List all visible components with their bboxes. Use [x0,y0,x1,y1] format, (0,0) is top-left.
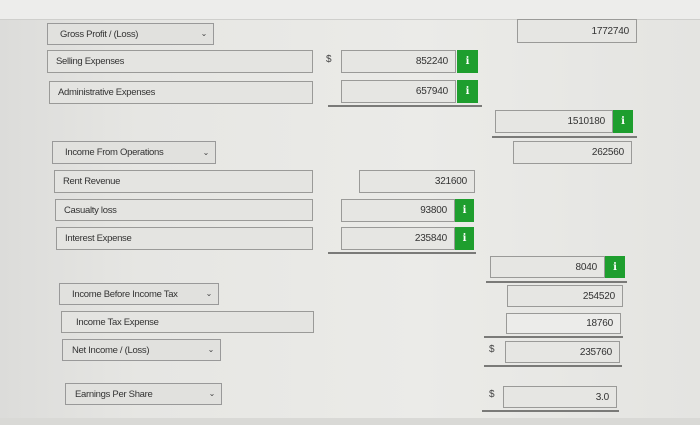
subtotal-line [492,136,637,138]
select-label: Income From Operations [65,147,164,158]
subtotal-line [328,252,476,254]
total-operating-expenses-input[interactable]: 1510180 [495,110,613,133]
chevron-down-icon: ⌄ [208,389,216,399]
info-icon[interactable]: i [605,256,625,278]
earnings-per-share-select[interactable]: Earnings Per Share ⌄ [65,383,222,405]
income-before-tax-input[interactable]: 254520 [507,285,623,307]
double-underline [482,410,619,412]
administrative-expenses-input[interactable]: 657940 [341,80,456,103]
income-from-operations-select[interactable]: Income From Operations ⌄ [52,141,216,164]
top-band [0,0,700,20]
rent-revenue-input[interactable]: 321600 [359,170,475,193]
info-icon[interactable]: i [455,227,474,250]
selling-expenses-input[interactable]: 852240 [341,50,456,73]
interest-expense-input[interactable]: 235840 [341,227,455,250]
info-icon[interactable]: i [457,80,478,103]
administrative-expenses-field[interactable]: Administrative Expenses [49,81,313,104]
dollar-sign: $ [326,54,332,65]
chevron-down-icon: ⌄ [207,345,215,355]
select-label: Income Before Income Tax [72,288,178,300]
casualty-loss-input[interactable]: 93800 [341,199,455,222]
select-label: Gross Profit / (Loss) [60,28,139,40]
dollar-sign: $ [489,389,495,400]
select-label: Net Income / (Loss) [72,344,150,356]
earnings-per-share-input[interactable]: 3.0 [503,386,617,408]
gross-profit-input[interactable]: 1772740 [517,19,637,43]
selling-expenses-field[interactable]: Selling Expenses [47,50,313,73]
subtotal-line [484,336,623,338]
net-income-input[interactable]: 235760 [505,341,620,363]
interest-expense-field[interactable]: Interest Expense [56,227,313,250]
bottom-band [0,418,700,425]
other-total-input[interactable]: 8040 [490,256,605,278]
subtotal-line [486,281,627,283]
double-underline [484,365,622,367]
info-icon[interactable]: i [457,50,478,73]
chevron-down-icon: ⌄ [200,29,208,39]
income-from-operations-input[interactable]: 262560 [513,141,632,164]
dollar-sign: $ [489,344,495,355]
income-tax-expense-input[interactable]: 18760 [506,313,621,334]
chevron-down-icon: ⌄ [202,147,210,157]
casualty-loss-field[interactable]: Casualty loss [55,199,313,221]
subtotal-line [328,105,482,107]
income-tax-expense-field[interactable]: Income Tax Expense [61,311,314,333]
info-icon[interactable]: i [613,110,633,133]
chevron-down-icon: ⌄ [205,289,213,299]
info-icon[interactable]: i [455,199,474,222]
gross-profit-select[interactable]: Gross Profit / (Loss) ⌄ [47,23,214,45]
net-income-select[interactable]: Net Income / (Loss) ⌄ [62,339,221,361]
income-before-tax-select[interactable]: Income Before Income Tax ⌄ [59,283,219,305]
select-label: Earnings Per Share [75,388,153,400]
rent-revenue-field[interactable]: Rent Revenue [54,170,313,193]
